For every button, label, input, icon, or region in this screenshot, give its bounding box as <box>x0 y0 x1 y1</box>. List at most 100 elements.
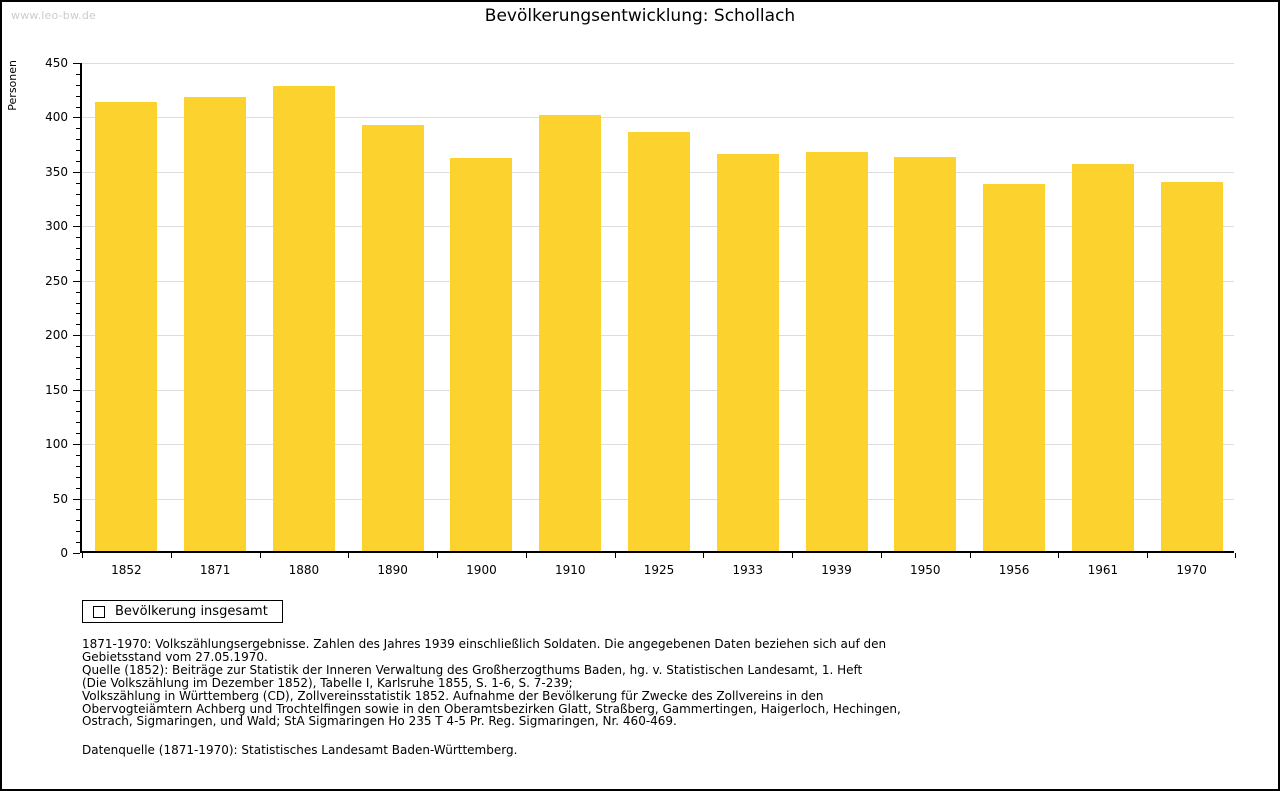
x-boundary-tick <box>1058 553 1060 558</box>
x-boundary-tick <box>792 553 794 558</box>
y-tick-label: 150 <box>45 382 68 397</box>
bar-1956 <box>983 184 1046 551</box>
y-minor-tick <box>76 248 80 250</box>
y-minor-tick <box>76 269 80 271</box>
y-minor-tick <box>76 215 80 217</box>
bar-1933 <box>716 153 779 551</box>
y-tick-label: 200 <box>45 328 68 343</box>
bar-1880 <box>272 86 335 551</box>
y-major-tick <box>73 444 80 446</box>
y-minor-tick <box>76 346 80 348</box>
source-note-line: (Die Volkszählung im Dezember 1852), Tab… <box>82 675 573 690</box>
y-minor-tick <box>76 84 80 86</box>
source-note-line: Quelle (1852): Beiträge zur Statistik de… <box>82 662 863 677</box>
bar-1910 <box>539 115 602 551</box>
legend-swatch <box>93 605 105 618</box>
x-tick-label: 1970 <box>1176 563 1207 577</box>
y-minor-tick <box>76 95 80 97</box>
legend-label: Bevölkerung insgesamt <box>115 604 268 619</box>
source-note-line: Volkszählung in Württemberg (CD), Zollve… <box>82 688 824 703</box>
y-minor-tick <box>76 161 80 162</box>
y-major-tick <box>73 226 80 228</box>
x-boundary-tick <box>614 553 616 558</box>
source-note-line: Obervogteiämtern Achberg und Trochtelfin… <box>82 701 901 716</box>
y-minor-tick <box>76 291 80 293</box>
x-boundary-tick <box>703 553 705 558</box>
x-boundary-tick <box>880 553 882 558</box>
x-boundary-tick <box>1235 553 1236 558</box>
y-minor-tick <box>76 455 80 456</box>
y-tick-label: 50 <box>52 491 68 506</box>
y-minor-tick <box>76 378 80 380</box>
source-note-line: Ostrach, Sigmaringen, und Wald; StA Sigm… <box>82 714 677 729</box>
x-tick-label: 1961 <box>1087 563 1119 577</box>
datasource-line: Datenquelle (1871-1970): Statistisches L… <box>82 743 518 758</box>
bar-1950 <box>894 156 957 551</box>
y-major-tick <box>73 553 80 554</box>
x-boundary-tick <box>1147 553 1149 558</box>
y-minor-tick <box>76 106 80 108</box>
x-boundary-tick <box>170 553 172 558</box>
source-note-line: 1871-1970: Volkszählungsergebnisse. Zahl… <box>82 637 887 651</box>
y-major-tick <box>73 389 80 391</box>
legend: Bevölkerung insgesamt <box>82 600 283 623</box>
y-minor-tick <box>76 520 80 522</box>
y-minor-tick <box>76 302 80 304</box>
y-minor-tick <box>76 542 80 544</box>
watermark: www.leo-bw.de <box>11 9 97 22</box>
source-note-line: Gebietsstand vom 27.05.1970. <box>82 649 268 664</box>
y-tick-label: 0 <box>60 546 68 560</box>
y-major-tick <box>73 335 80 337</box>
x-tick-label: 1939 <box>821 563 852 577</box>
y-tick-label: 300 <box>45 219 68 234</box>
y-minor-tick <box>76 433 80 435</box>
y-major-tick <box>73 117 80 119</box>
y-minor-tick <box>76 476 80 478</box>
x-boundary-tick <box>437 553 439 558</box>
x-boundary-tick <box>969 553 971 558</box>
y-minor-tick <box>76 204 80 206</box>
x-tick-label: 1933 <box>732 563 764 577</box>
y-minor-tick <box>76 313 80 315</box>
y-tick-label: 350 <box>45 164 68 179</box>
y-major-tick <box>73 498 80 500</box>
x-tick-label: 1890 <box>377 563 408 577</box>
x-tick-label: 1852 <box>111 563 142 577</box>
y-minor-tick <box>76 324 80 326</box>
y-minor-tick <box>76 531 80 533</box>
y-minor-tick <box>76 182 80 184</box>
y-tick-label: 400 <box>45 110 68 125</box>
y-minor-tick <box>76 128 80 130</box>
y-minor-tick <box>76 73 80 75</box>
y-minor-tick <box>76 259 80 260</box>
x-tick-label: 1925 <box>643 563 675 577</box>
y-tick-label: 450 <box>45 56 68 70</box>
x-boundary-tick <box>82 553 83 558</box>
bar-1939 <box>805 152 868 551</box>
source-notes: 1871-1970: Volkszählungsergebnisse. Zahl… <box>82 638 901 757</box>
y-minor-tick <box>76 237 80 239</box>
x-tick-label: 1956 <box>998 563 1030 577</box>
bar-1852 <box>95 102 158 551</box>
x-tick-label: 1950 <box>910 563 941 577</box>
y-minor-tick <box>76 150 80 152</box>
y-minor-tick <box>76 400 80 402</box>
y-minor-tick <box>76 193 80 195</box>
y-minor-tick <box>76 357 80 358</box>
y-axis-title: Personen <box>6 60 19 111</box>
y-minor-tick <box>76 509 80 511</box>
y-major-tick <box>73 280 80 282</box>
y-tick-label: 100 <box>45 437 68 452</box>
y-minor-tick <box>76 465 80 467</box>
y-minor-tick <box>76 139 80 141</box>
bar-1871 <box>184 96 247 551</box>
x-boundary-tick <box>259 553 261 558</box>
page-title: Bevölkerungsentwicklung: Schollach <box>484 6 796 26</box>
x-boundary-tick <box>348 553 350 558</box>
bar-1900 <box>450 157 513 551</box>
y-major-tick <box>73 63 80 64</box>
x-tick-label: 1880 <box>288 563 320 577</box>
y-gridline <box>82 117 1234 119</box>
x-tick-label: 1871 <box>199 563 231 577</box>
x-boundary-tick <box>525 553 527 558</box>
